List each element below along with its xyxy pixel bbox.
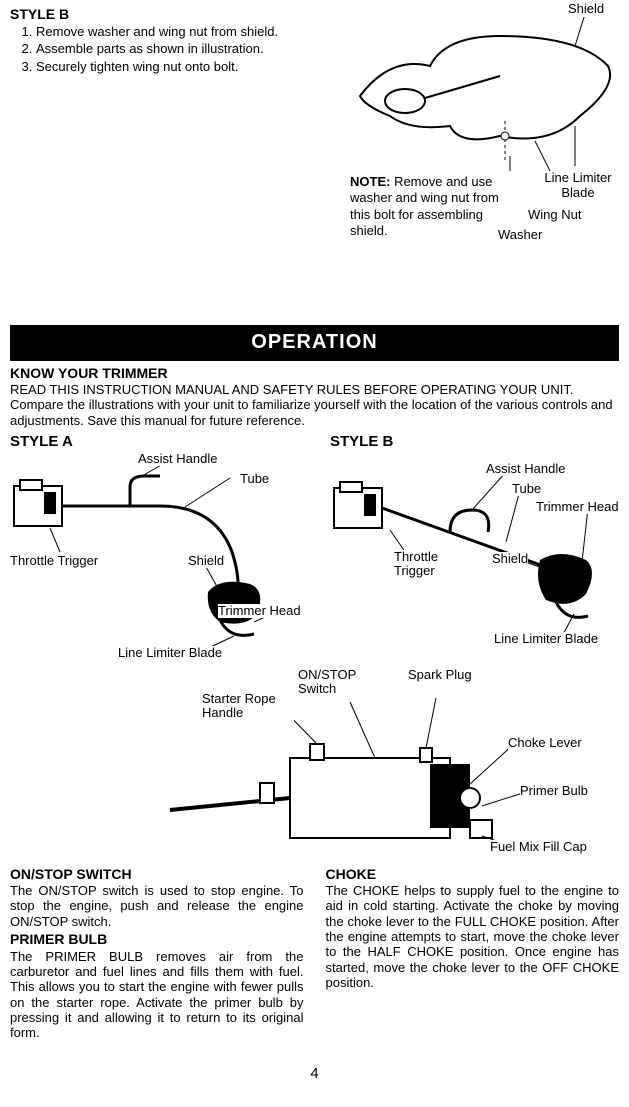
know-your-trimmer-title: KNOW YOUR TRIMMER [10, 365, 619, 381]
style-a-title: STYLE A [10, 433, 310, 450]
label-washer: Washer [498, 228, 542, 243]
manual-page: STYLE B Remove washer and wing nut from … [0, 0, 629, 1092]
style-b-column: STYLE B [330, 433, 629, 662]
assembly-note: NOTE: Remove and use washer and wing nut… [350, 174, 500, 239]
choke-body: The CHOKE helps to supply fuel to the en… [326, 883, 620, 990]
style-a-diagram: Assist Handle Tube Throttle Trigger Shie… [10, 452, 310, 662]
primer-bulb-title: PRIMER BULB [10, 931, 304, 948]
engine-controls-diagram: ON/STOP Switch Spark Plug Starter Rope H… [10, 668, 619, 858]
label-spark-plug: Spark Plug [408, 668, 472, 683]
shield-assembly-diagram: Shield Line Limiter Blade Wing Nut Washe… [350, 6, 620, 256]
label-shield: Shield [188, 554, 224, 569]
label-trimmer-head: Trimmer Head [218, 604, 301, 619]
label-shield: Shield [568, 2, 604, 17]
label-wing-nut: Wing Nut [528, 208, 581, 223]
label-primer-bulb: Primer Bulb [520, 784, 588, 799]
label-line-limiter-blade: Line Limiter Blade [494, 632, 598, 647]
label-line-limiter-blade: Line Limiter Blade [118, 646, 222, 661]
style-a-column: STYLE A [10, 433, 310, 662]
note-bold: NOTE: [350, 174, 390, 189]
operation-heading-bar: OPERATION [10, 325, 619, 361]
label-trimmer-head: Trimmer Head [536, 500, 619, 515]
label-starter-rope-handle: Starter Rope Handle [202, 692, 294, 722]
left-text-column: ON/STOP SWITCH The ON/STOP switch is use… [10, 866, 304, 1041]
on-stop-switch-title: ON/STOP SWITCH [10, 866, 304, 883]
choke-title: CHOKE [326, 866, 620, 883]
trimmer-styles-row: STYLE A [10, 433, 619, 662]
style-b-diagram: Assist Handle Tube Trimmer Head Throttle… [330, 452, 629, 662]
label-on-stop-switch: ON/STOP Switch [298, 668, 376, 698]
label-throttle-trigger: Throttle Trigger [394, 550, 450, 580]
label-assist-handle: Assist Handle [138, 452, 217, 467]
style-b-title: STYLE B [330, 433, 629, 450]
page-number: 4 [10, 1065, 619, 1082]
on-stop-switch-body: The ON/STOP switch is used to stop engin… [10, 883, 304, 929]
label-tube: Tube [512, 482, 541, 497]
label-choke-lever: Choke Lever [508, 736, 582, 751]
label-line-limiter-blade: Line Limiter Blade [533, 171, 623, 201]
label-tube: Tube [240, 472, 269, 487]
shield-illustration [350, 6, 620, 171]
label-throttle-trigger: Throttle Trigger [10, 554, 98, 569]
label-fuel-mix-fill-cap: Fuel Mix Fill Cap [490, 840, 587, 855]
right-text-column: CHOKE The CHOKE helps to supply fuel to … [326, 866, 620, 1041]
know-your-trimmer-body: READ THIS INSTRUCTION MANUAL AND SAFETY … [10, 382, 619, 429]
bottom-text-columns: ON/STOP SWITCH The ON/STOP switch is use… [10, 866, 619, 1041]
label-assist-handle: Assist Handle [486, 462, 565, 477]
label-shield: Shield [492, 552, 528, 567]
primer-bulb-body: The PRIMER BULB removes air from the car… [10, 949, 304, 1041]
